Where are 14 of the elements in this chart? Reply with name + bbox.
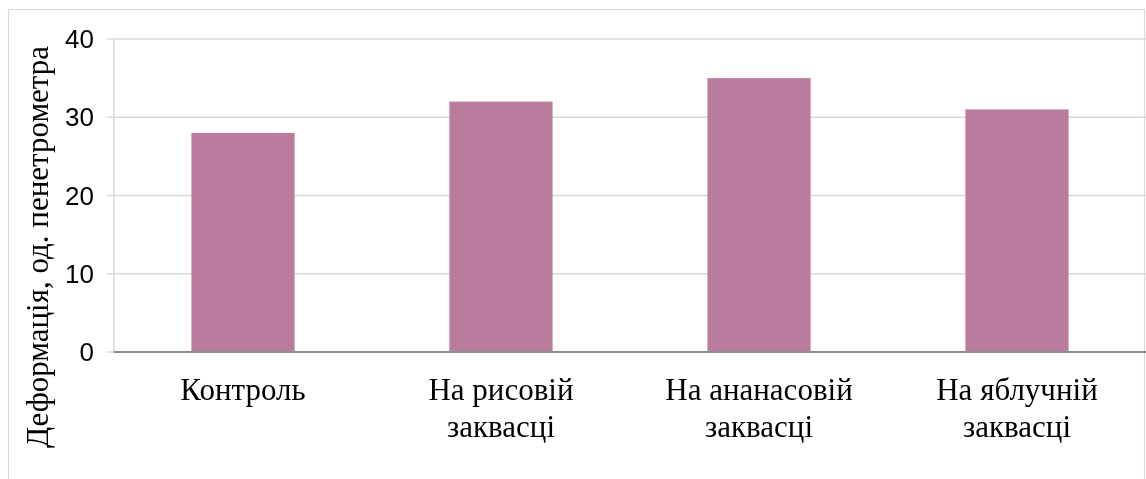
y-axis-title: Деформація, од. пенетрометра <box>20 45 55 448</box>
y-tick-label: 30 <box>65 102 94 133</box>
x-tick-label: На ананасовій заквасці <box>665 372 853 444</box>
bar <box>191 132 295 352</box>
bar <box>449 101 553 352</box>
x-tick-label: На яблучній заквасці <box>936 372 1098 444</box>
bar <box>965 109 1069 352</box>
x-tick-label: На рисовій заквасці <box>428 372 574 444</box>
x-tick-label: Контроль <box>180 372 306 407</box>
y-tick-label: 0 <box>79 337 94 368</box>
y-tick-label: 10 <box>65 258 94 289</box>
y-tick-label: 20 <box>65 180 94 211</box>
y-tick-label: 40 <box>65 24 94 55</box>
bar <box>707 78 811 352</box>
